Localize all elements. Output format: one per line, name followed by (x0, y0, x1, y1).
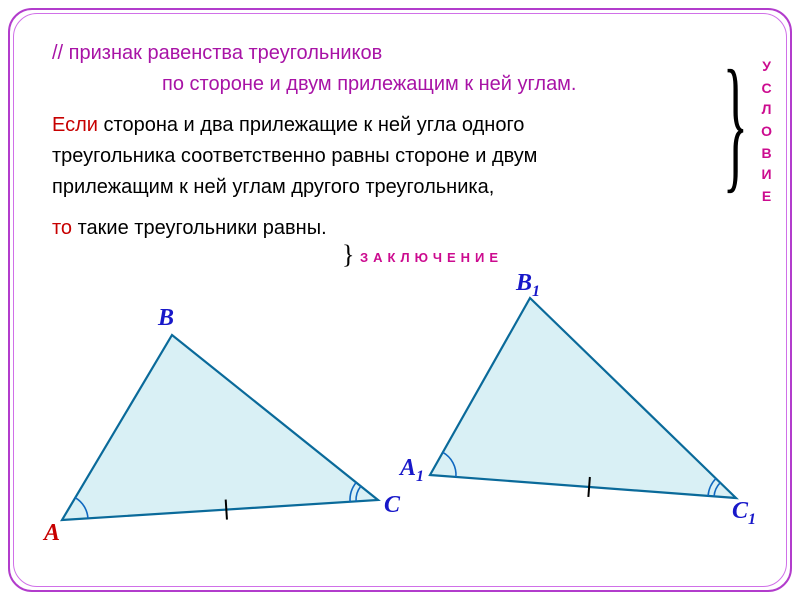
vertex-label: C (384, 492, 400, 519)
title-prefix: // (52, 42, 63, 64)
conclusion-label: ЗАКЛЮЧЕНИЕ (360, 250, 503, 265)
cond-char: О (761, 121, 772, 143)
condition-label: У С Л О В И Е (761, 56, 772, 208)
cond-char: Л (761, 99, 772, 121)
cond-char: Е (761, 186, 772, 208)
cond-char: С (761, 78, 772, 100)
then-text: такие треугольники равны. (78, 217, 327, 239)
theorem-text: // признак равенства треугольников по ст… (52, 38, 710, 244)
then-keyword: то (52, 217, 78, 239)
vertex-label: A1 (400, 455, 424, 486)
if-text-2: треугольника соответственно равны сторон… (52, 141, 710, 172)
title-line2: по стороне и двум прилежащим к ней углам… (162, 73, 577, 95)
vertex-label: B (158, 305, 174, 332)
vertex-label: A (44, 520, 60, 547)
conclusion-brace: } (342, 240, 354, 270)
cond-char: В (761, 143, 772, 165)
cond-char: У (761, 56, 772, 78)
vertex-label: C1 (732, 498, 756, 529)
if-keyword: Если (52, 114, 104, 136)
if-text-3: прилежащим к ней углам другого треугольн… (52, 172, 710, 203)
vertex-label: B1 (516, 270, 540, 301)
condition-brace: } (723, 48, 748, 198)
title-line1: признак равенства треугольников (63, 42, 382, 64)
cond-char: И (761, 164, 772, 186)
if-text-1: сторона и два прилежащие к ней угла одно… (104, 114, 525, 136)
